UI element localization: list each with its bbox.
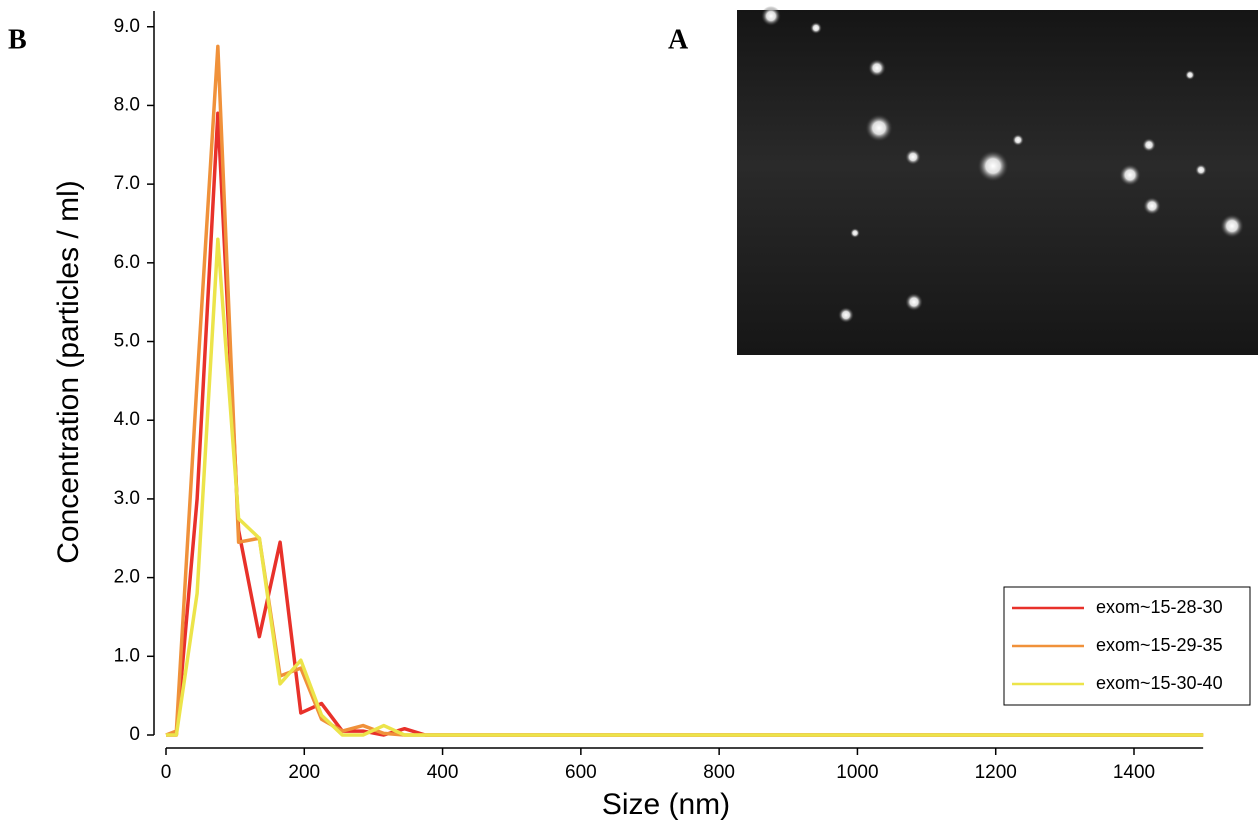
y-axis-label: Concentration (particles / ml) [52,180,85,563]
x-tick-label: 200 [288,762,320,783]
x-tick-label: 1200 [975,762,1017,783]
y-tick-label: 5.0 [114,331,140,352]
y-tick-label: 3.0 [114,488,140,509]
legend-label: exom~15-29-35 [1096,635,1223,655]
y-tick-label: 0 [129,724,140,745]
y-tick-label: 1.0 [114,645,140,666]
y-tick-label: 2.0 [114,567,140,588]
x-tick-label: 1000 [836,762,878,783]
panel-label: B [8,24,27,55]
x-tick-label: 800 [703,762,735,783]
x-tick-label: 400 [427,762,459,783]
y-tick-label: 9.0 [114,16,140,37]
x-axis-label: Size (nm) [602,788,730,821]
y-tick-label: 6.0 [114,252,140,273]
x-tick-label: 600 [565,762,597,783]
y-tick-label: 7.0 [114,173,140,194]
data-line [166,237,1204,737]
legend-label: exom~15-28-30 [1096,597,1223,617]
x-tick-label: 1400 [1113,762,1155,783]
panel-label: A [668,24,689,55]
data-line [165,44,1204,737]
micrograph [737,6,1258,355]
y-tick-label: 4.0 [114,409,140,430]
legend-label: exom~15-30-40 [1096,673,1223,693]
x-tick-label: 0 [161,762,172,783]
y-tick-label: 8.0 [114,94,140,115]
